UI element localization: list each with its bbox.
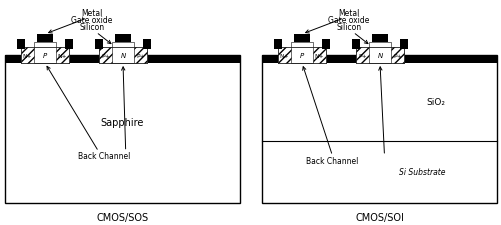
Bar [321,40,329,50]
Text: CMOS/SOI: CMOS/SOI [354,212,403,222]
Text: N: N [377,53,382,59]
Bar [278,48,325,64]
Bar [65,40,73,50]
Bar [37,35,53,43]
Bar [274,40,282,50]
Bar [112,43,134,48]
Text: N+: N+ [58,53,67,58]
Bar [21,48,34,64]
Bar [143,40,151,50]
Text: Gate oxide: Gate oxide [328,16,369,25]
Bar [390,48,403,64]
Bar [17,40,25,50]
Text: P+: P+ [392,53,401,58]
Bar [134,48,147,64]
Bar [294,35,310,43]
Text: Metal: Metal [81,9,103,18]
Text: N+: N+ [23,53,32,58]
Bar [34,43,56,48]
Bar [262,56,496,64]
Bar [99,48,112,64]
Bar [368,43,390,48]
Bar [355,48,403,64]
Text: P+: P+ [136,53,144,58]
Text: Si Substrate: Si Substrate [398,168,444,177]
Bar [262,56,496,203]
Bar [99,48,147,64]
Bar [355,48,368,64]
Text: Metal: Metal [338,9,359,18]
Text: N: N [120,53,125,59]
Text: N+: N+ [279,53,289,58]
Text: Back Channel: Back Channel [77,151,130,160]
Text: CMOS/SOS: CMOS/SOS [96,212,148,222]
Text: P+: P+ [101,53,110,58]
Text: Back Channel: Back Channel [306,157,358,166]
Bar [313,48,325,64]
Bar [21,48,69,64]
Bar [95,40,103,50]
Bar [5,56,239,64]
Bar [278,48,291,64]
Bar [399,40,407,50]
Bar [371,35,387,43]
Bar [115,35,131,43]
Bar [5,56,239,203]
Text: Silicon: Silicon [79,23,104,32]
Text: SiO₂: SiO₂ [425,98,444,107]
Text: P+: P+ [358,53,366,58]
Bar [56,48,69,64]
Text: Silicon: Silicon [336,23,361,32]
Bar [351,40,359,50]
Text: P: P [43,53,47,59]
Text: Gate oxide: Gate oxide [71,16,112,25]
Bar [291,43,313,48]
Text: Sapphire: Sapphire [101,117,144,127]
Text: P: P [299,53,304,59]
Text: N+: N+ [314,53,324,58]
